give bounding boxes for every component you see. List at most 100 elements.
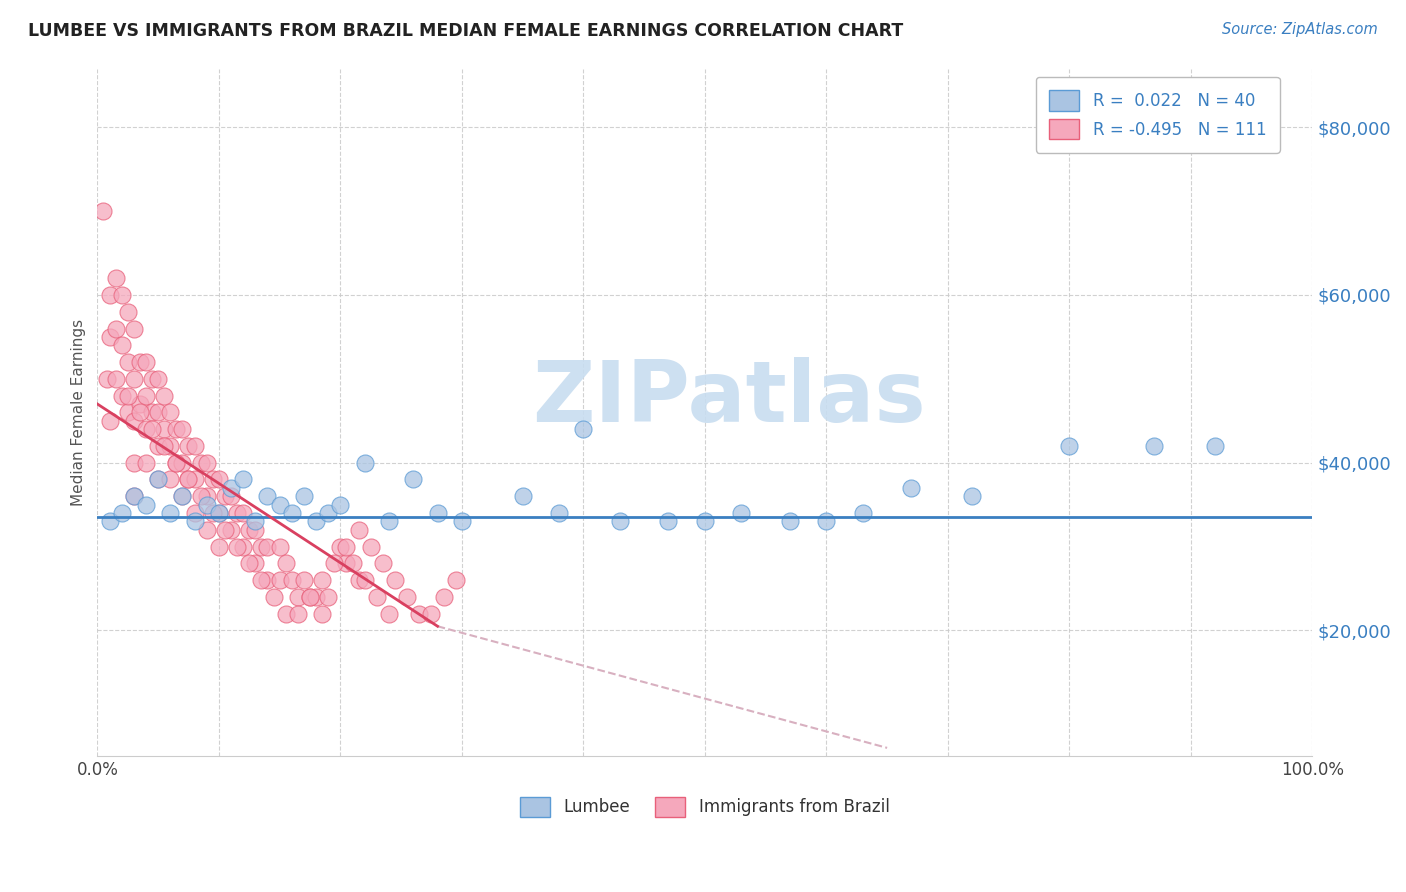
Point (287, 590, 309, 604)
Point (342, 557, 364, 571)
Point (245, 557, 267, 571)
Point (122, 321, 145, 335)
Point (366, 590, 388, 604)
Point (117, 405, 139, 419)
Point (219, 489, 242, 503)
Point (122, 414, 145, 428)
Point (219, 481, 242, 495)
Point (1143, 439, 1166, 453)
Point (98, 414, 121, 428)
Point (128, 355, 150, 369)
Point (195, 489, 218, 503)
Point (444, 573, 467, 587)
Text: LUMBEE VS IMMIGRANTS FROM BRAZIL MEDIAN FEMALE EARNINGS CORRELATION CHART: LUMBEE VS IMMIGRANTS FROM BRAZIL MEDIAN … (28, 22, 904, 40)
Point (335, 540, 357, 554)
Point (1059, 439, 1081, 453)
Point (396, 590, 419, 604)
Point (269, 540, 291, 554)
Point (693, 515, 716, 529)
Point (256, 573, 278, 587)
Point (159, 405, 181, 419)
Point (146, 405, 169, 419)
Point (269, 498, 291, 512)
Point (141, 372, 163, 386)
Point (165, 422, 187, 436)
Point (122, 489, 145, 503)
Point (117, 389, 139, 403)
Point (111, 389, 134, 403)
Point (292, 489, 315, 503)
Point (135, 422, 157, 436)
Point (347, 573, 370, 587)
Point (298, 590, 321, 604)
Point (420, 607, 443, 621)
Point (852, 506, 875, 520)
Point (433, 590, 456, 604)
Point (512, 489, 534, 503)
Point (146, 372, 169, 386)
Point (250, 573, 273, 587)
Point (153, 439, 176, 453)
Point (201, 473, 224, 487)
Point (135, 456, 157, 470)
Point (281, 573, 304, 587)
Point (93, 204, 115, 219)
Point (360, 540, 382, 554)
Point (183, 506, 205, 520)
Point (402, 473, 425, 487)
Point (572, 422, 595, 436)
Point (98, 330, 121, 344)
Point (165, 456, 187, 470)
Point (238, 557, 260, 571)
Point (250, 540, 273, 554)
Point (172, 489, 194, 503)
Point (208, 506, 231, 520)
Point (287, 607, 309, 621)
Point (195, 523, 218, 537)
Legend: Lumbee, Immigrants from Brazil: Lumbee, Immigrants from Brazil (513, 790, 896, 823)
Point (1204, 439, 1226, 453)
Y-axis label: Median Female Earnings: Median Female Earnings (72, 318, 86, 506)
Point (177, 439, 200, 453)
Point (122, 489, 145, 503)
Point (426, 506, 449, 520)
Point (177, 473, 200, 487)
Point (274, 557, 297, 571)
Point (269, 573, 291, 587)
Point (111, 338, 134, 352)
Point (214, 523, 236, 537)
Point (226, 540, 249, 554)
Point (104, 321, 127, 335)
Point (135, 498, 157, 512)
Point (311, 573, 333, 587)
Point (201, 506, 224, 520)
Point (183, 515, 205, 529)
Point (141, 422, 163, 436)
Point (128, 405, 150, 419)
Point (153, 389, 176, 403)
Point (104, 271, 127, 285)
Point (548, 506, 571, 520)
Point (960, 489, 983, 503)
Point (111, 506, 134, 520)
Point (117, 304, 139, 318)
Point (779, 515, 801, 529)
Point (141, 405, 163, 419)
Point (238, 523, 260, 537)
Point (177, 473, 200, 487)
Point (190, 489, 212, 503)
Point (815, 515, 838, 529)
Point (208, 540, 231, 554)
Point (900, 481, 922, 495)
Point (135, 355, 157, 369)
Point (311, 607, 333, 621)
Point (172, 422, 194, 436)
Point (329, 540, 352, 554)
Point (219, 523, 242, 537)
Point (232, 540, 254, 554)
Point (609, 515, 631, 529)
Point (146, 439, 169, 453)
Point (384, 573, 406, 587)
Point (408, 607, 430, 621)
Point (329, 498, 352, 512)
